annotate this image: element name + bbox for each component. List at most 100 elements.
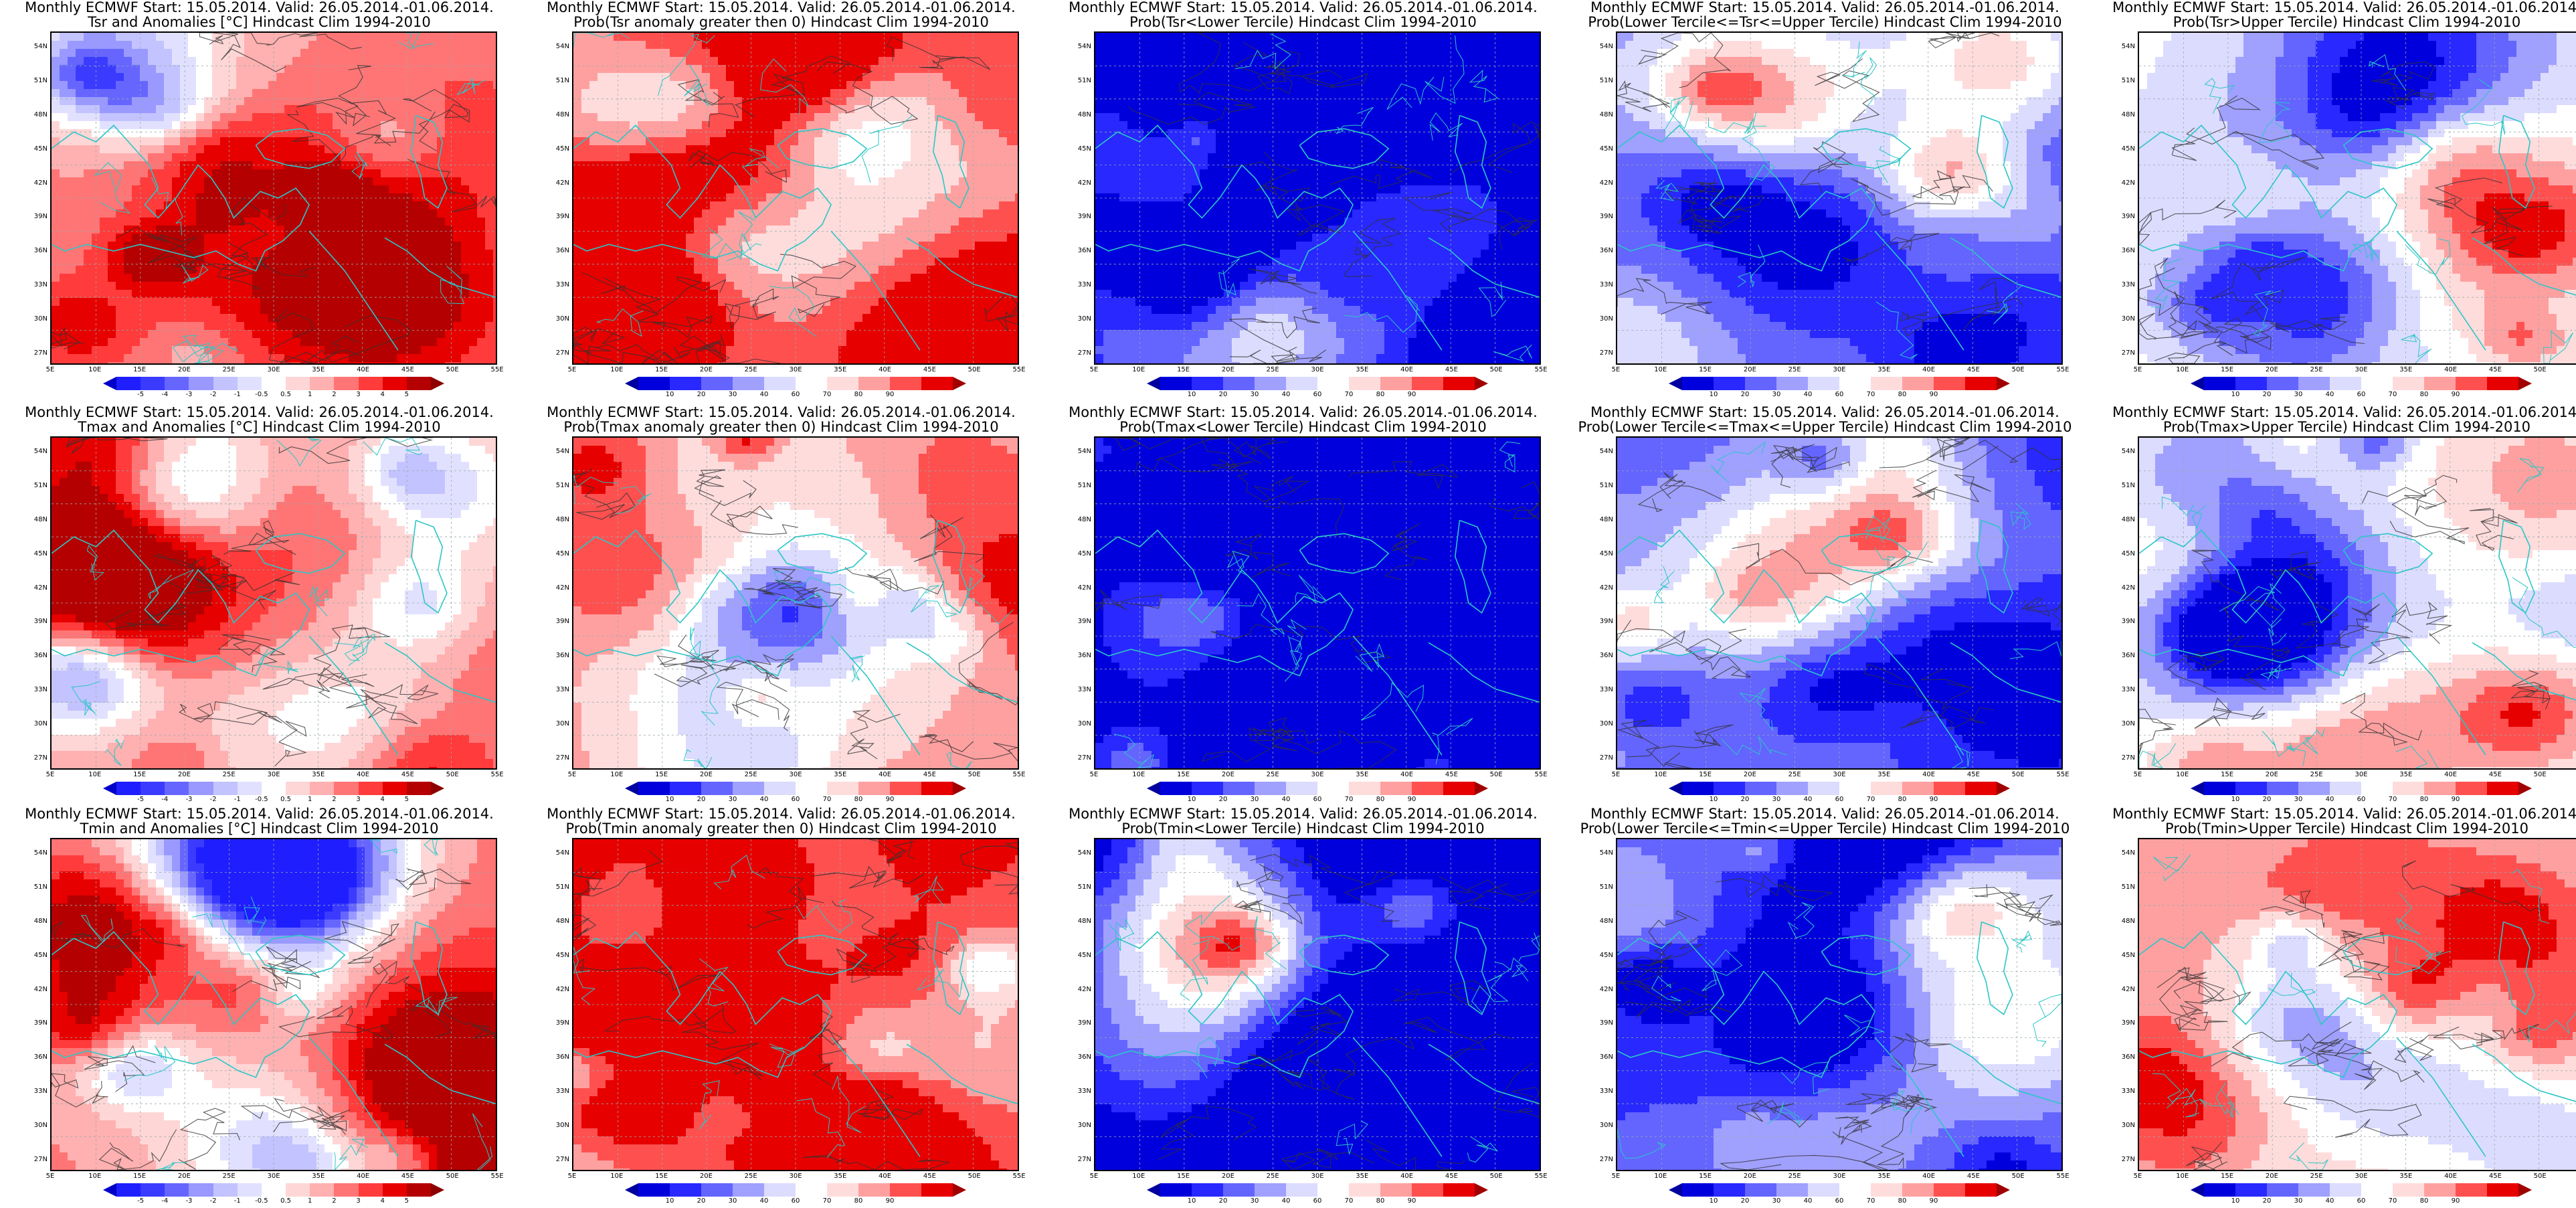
colorbar-tick-label: -1 — [227, 796, 248, 803]
lat-tick-label: 54N — [1077, 448, 1091, 455]
lat-tick-label: 36N — [1598, 1054, 1613, 1061]
colorbar-tick-label: -0.5 — [252, 392, 272, 398]
colorbar-tick-label: 30 — [1766, 392, 1786, 398]
colorbar-segment — [1776, 782, 1808, 795]
colorbar-segment — [1192, 782, 1223, 795]
lon-tick-label: 40E — [1397, 772, 1417, 778]
colorbar-tick-label: 40 — [1798, 796, 1818, 803]
colorbar-segment — [890, 1183, 921, 1197]
lon-tick-label: 25E — [2306, 367, 2326, 373]
colorbar-tick-label: -2 — [203, 392, 223, 398]
field-shading — [1095, 839, 1540, 1170]
colorbar-segment — [1902, 377, 1934, 390]
colorbar-tick-label: 10 — [2225, 796, 2245, 803]
lat-tick-label: 51N — [1077, 78, 1091, 84]
colorbar-segment — [1412, 782, 1443, 795]
lat-tick-label: 27N — [1598, 350, 1613, 357]
lat-tick-label: 51N — [555, 884, 569, 891]
lon-tick-label: 55E — [487, 772, 507, 778]
lat-tick-label: 48N — [1077, 918, 1091, 925]
field-shading — [1095, 438, 1540, 768]
lon-tick-label: 50E — [1486, 772, 1506, 778]
colorbar-segment — [1965, 377, 1997, 390]
colorbar-segment — [310, 377, 334, 390]
colorbar-left-tip — [1669, 377, 1682, 390]
colorbar-segment — [310, 1183, 334, 1197]
lon-tick-label: 50E — [2008, 772, 2028, 778]
colorbar-tick-label: 30 — [723, 392, 743, 398]
colorbar-tick-label: 80 — [848, 392, 868, 398]
colorbar-tick-label: 60 — [1829, 392, 1849, 398]
lon-tick-label: 20E — [696, 772, 716, 778]
lon-tick-label: 25E — [741, 772, 761, 778]
colorbar-segment — [2393, 1183, 2424, 1197]
colorbar-right-tip — [1475, 1183, 1488, 1197]
lat-tick-label: 33N — [2120, 282, 2135, 288]
colorbar — [2204, 782, 2518, 795]
colorbar-tick-label: 40 — [1798, 1198, 1818, 1205]
colorbar-tick-label: -1 — [227, 1198, 248, 1205]
lon-tick-label: 40E — [2441, 367, 2461, 373]
lat-tick-label: 51N — [1077, 884, 1091, 891]
colorbar-tick-label: 4 — [373, 796, 393, 803]
lat-tick-label: 54N — [33, 44, 48, 50]
lat-tick-label: 39N — [33, 1020, 48, 1027]
lon-tick-label: 5E — [1084, 1173, 1104, 1180]
colorbar — [1682, 377, 1997, 390]
colorbar-tick-label: 80 — [1370, 796, 1390, 803]
lat-tick-label: 39N — [33, 618, 48, 625]
lon-tick-label: 35E — [830, 1173, 850, 1180]
lat-tick-label: 51N — [1077, 483, 1091, 489]
lon-tick-label: 30E — [2351, 367, 2371, 373]
colorbar-segment — [858, 782, 890, 795]
colorbar-segment — [921, 782, 953, 795]
lat-tick-label: 36N — [555, 653, 569, 659]
colorbar-segment — [1808, 377, 1839, 390]
lon-tick-label: 20E — [1740, 367, 1760, 373]
lon-tick-label: 45E — [1963, 772, 1983, 778]
colorbar-segment — [1934, 377, 1965, 390]
lon-tick-label: 30E — [264, 367, 284, 373]
colorbar-tick-label: 20 — [2257, 1198, 2277, 1205]
map-panel-tmin-5: Monthly ECMWF Start: 15.05.2014. Valid: … — [2088, 806, 2576, 1208]
field-shading — [1095, 33, 1540, 363]
map-panel-tmin-1: Monthly ECMWF Start: 15.05.2014. Valid: … — [0, 806, 519, 1208]
lat-tick-label: 54N — [33, 448, 48, 455]
lat-tick-label: 48N — [555, 918, 569, 925]
panel-title-line1: Monthly ECMWF Start: 15.05.2014. Valid: … — [2088, 0, 2576, 15]
lat-tick-label: 54N — [555, 850, 569, 857]
lat-tick-label: 45N — [33, 952, 48, 959]
lon-tick-label: 55E — [1531, 1173, 1551, 1180]
colorbar-segment — [1192, 377, 1223, 390]
colorbar-tick-label: 80 — [1370, 1198, 1390, 1205]
map-plot-area — [1616, 838, 2063, 1171]
colorbar — [638, 1183, 953, 1197]
colorbar-segment — [670, 782, 701, 795]
colorbar-tick-label: 0.5 — [276, 392, 296, 398]
lat-tick-label: 51N — [555, 483, 569, 489]
colorbar-segment — [334, 782, 358, 795]
lon-tick-label: 30E — [1307, 1173, 1327, 1180]
map-panel-tmax-1: Monthly ECMWF Start: 15.05.2014. Valid: … — [0, 405, 519, 806]
colorbar-left-tip — [625, 1183, 638, 1197]
lon-tick-label: 35E — [1874, 367, 1894, 373]
lon-tick-label: 15E — [1174, 1173, 1194, 1180]
lat-tick-label: 39N — [2120, 1020, 2135, 1027]
lat-tick-label: 51N — [1598, 78, 1613, 84]
colorbar — [638, 782, 953, 795]
colorbar-tick-label: 40 — [754, 796, 774, 803]
lat-tick-label: 30N — [1077, 1122, 1091, 1129]
lon-tick-label: 10E — [1651, 772, 1671, 778]
colorbar-segment — [189, 1183, 213, 1197]
lat-tick-label: 45N — [1077, 952, 1091, 959]
lon-tick-label: 10E — [607, 367, 627, 373]
lon-tick-label: 5E — [40, 772, 60, 778]
lat-tick-label: 36N — [555, 248, 569, 254]
lat-tick-label: 48N — [1598, 112, 1613, 118]
lat-tick-label: 54N — [1598, 44, 1613, 50]
lat-tick-label: 54N — [2120, 44, 2135, 50]
lat-tick-label: 51N — [2120, 78, 2135, 84]
lon-tick-label: 25E — [1784, 772, 1805, 778]
lon-tick-label: 15E — [1174, 367, 1194, 373]
colorbar-right-tip — [1475, 782, 1488, 795]
